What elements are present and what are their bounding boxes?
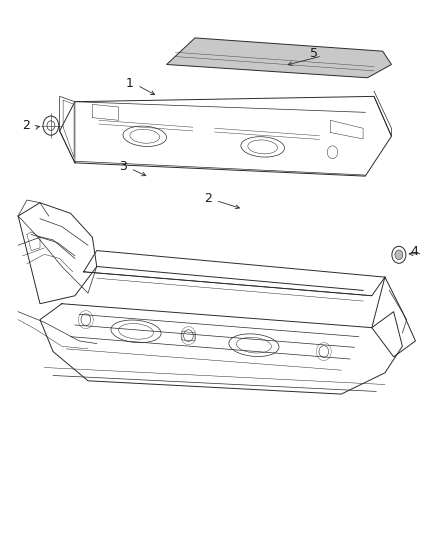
Text: 2: 2 [204, 192, 212, 205]
Circle shape [395, 250, 403, 260]
Polygon shape [166, 38, 392, 78]
Text: 3: 3 [119, 160, 127, 173]
Text: 4: 4 [411, 245, 419, 258]
Text: 5: 5 [310, 47, 318, 60]
Text: 2: 2 [22, 119, 30, 132]
Text: 1: 1 [126, 77, 134, 90]
